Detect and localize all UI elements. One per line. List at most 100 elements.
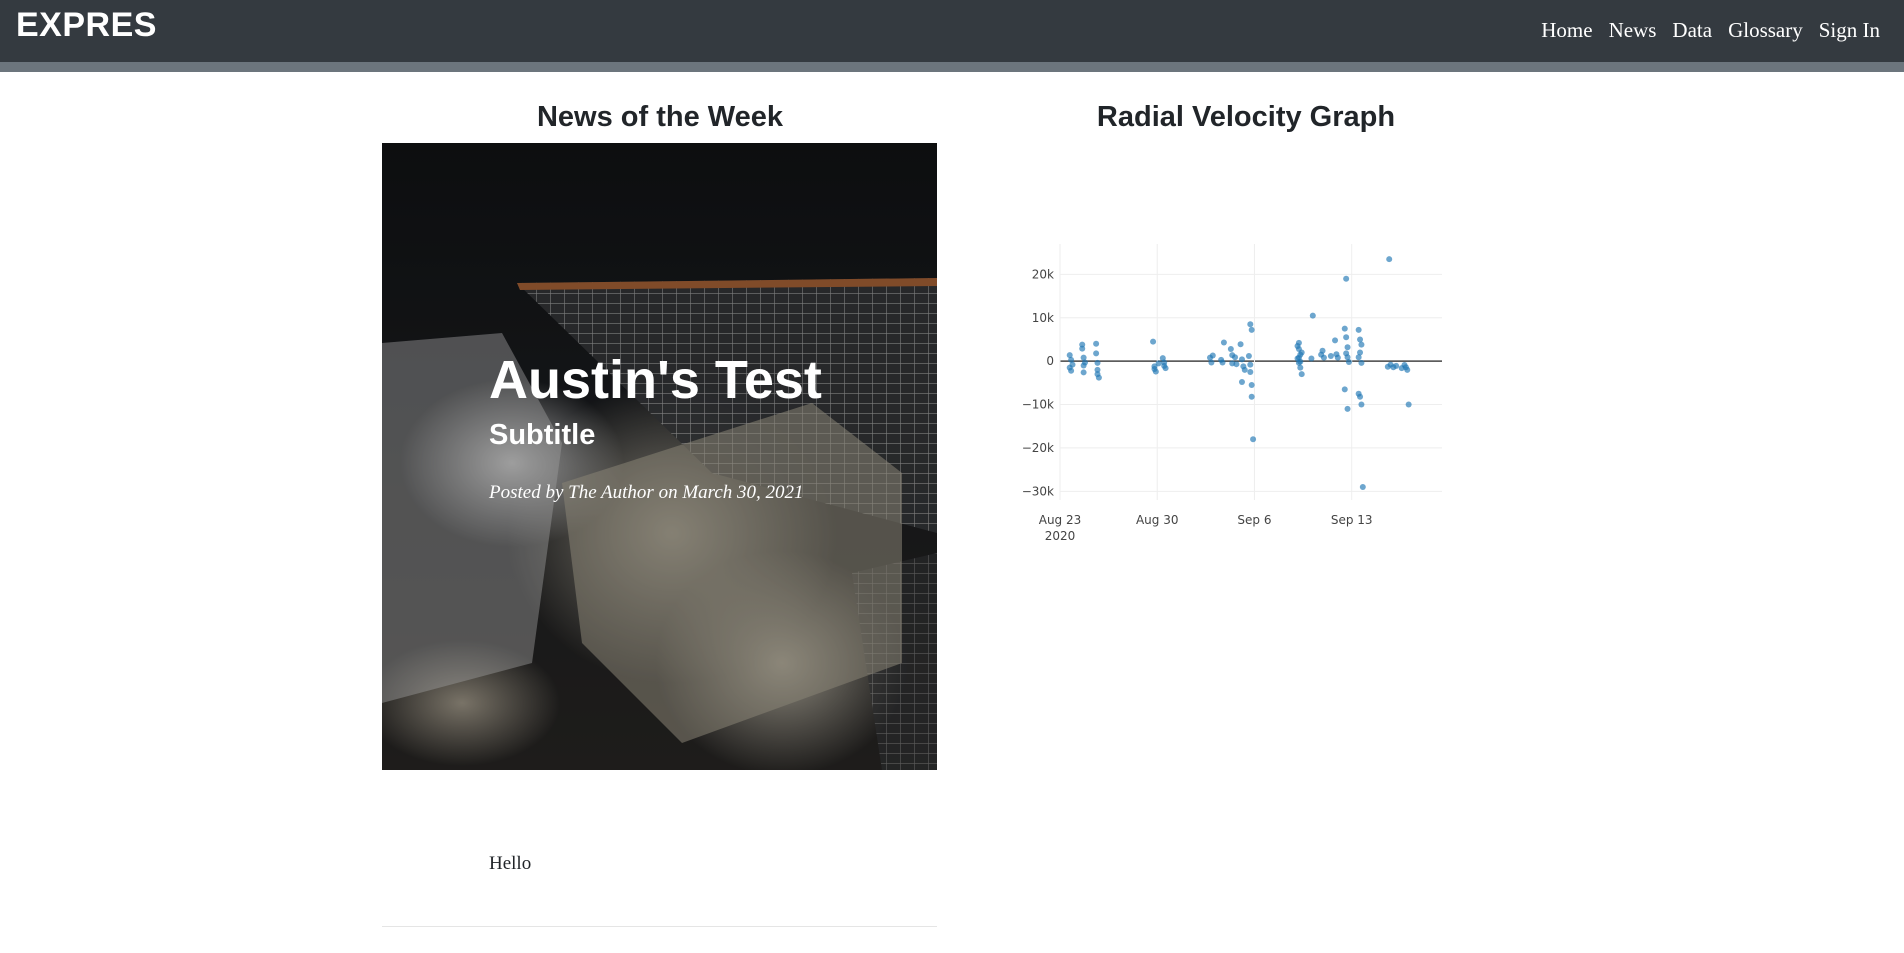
y-tick-label: 10k: [1032, 311, 1054, 325]
data-point: [1069, 361, 1076, 368]
data-point: [1308, 355, 1315, 362]
nav-links: Home News Data Glossary Sign In: [1541, 18, 1880, 43]
data-point: [1152, 368, 1159, 375]
data-point: [1343, 275, 1350, 282]
data-point: [1082, 359, 1089, 366]
data-point: [1068, 367, 1075, 374]
data-point: [1341, 386, 1348, 393]
y-tick-label: −20k: [1022, 441, 1054, 455]
image-darken-overlay: [382, 143, 937, 770]
data-point: [1320, 354, 1327, 361]
data-point: [1233, 361, 1240, 368]
data-point: [1208, 359, 1215, 366]
x-tick-label: Aug 30: [1136, 513, 1179, 527]
data-point: [1250, 436, 1257, 443]
data-point: [1359, 483, 1366, 490]
data-point: [1093, 350, 1100, 357]
data-point: [1386, 256, 1393, 263]
nav-sign-in-link[interactable]: Sign In: [1818, 18, 1880, 42]
data-point: [1209, 352, 1216, 359]
post-heading: Austin's Test Subtitle Posted by The Aut…: [489, 348, 909, 504]
brand-logo[interactable]: EXPRES: [16, 6, 157, 44]
data-point: [1232, 354, 1239, 361]
data-point: [1248, 393, 1255, 400]
data-point: [1093, 340, 1100, 347]
data-point: [1344, 344, 1351, 351]
data-point: [1219, 359, 1226, 366]
y-tick-label: 0: [1046, 354, 1054, 368]
nav-glossary-link[interactable]: Glossary: [1728, 18, 1803, 42]
y-tick-label: 20k: [1032, 267, 1054, 281]
data-point: [1238, 378, 1245, 385]
data-point: [1344, 354, 1351, 361]
data-point: [1241, 366, 1248, 373]
data-point: [1358, 359, 1365, 366]
top-navbar: EXPRES Home News Data Glossary Sign In: [0, 0, 1904, 62]
data-point: [1357, 349, 1364, 356]
data-point: [1080, 354, 1087, 361]
data-point: [1344, 405, 1351, 412]
data-point: [1297, 358, 1304, 365]
post-title[interactable]: Austin's Test: [489, 350, 822, 410]
data-point: [1245, 352, 1252, 359]
data-point: [1080, 369, 1087, 376]
post-subtitle: Subtitle: [489, 419, 596, 451]
data-point: [1237, 341, 1244, 348]
data-point: [1357, 336, 1364, 343]
news-section-title: News of the Week: [536, 101, 784, 133]
data-point: [1220, 339, 1227, 346]
navbar-band: [0, 62, 1904, 72]
data-point: [1358, 341, 1365, 348]
data-point: [1327, 352, 1334, 359]
data-point: [1162, 365, 1169, 372]
data-point: [1227, 346, 1234, 353]
data-point: [1357, 393, 1364, 400]
data-point: [1309, 312, 1316, 319]
data-point: [1248, 382, 1255, 389]
data-point: [1358, 401, 1365, 408]
data-point: [1345, 359, 1352, 366]
data-point: [1150, 338, 1157, 345]
data-point: [1247, 361, 1254, 368]
data-point: [1332, 337, 1339, 344]
data-point: [1298, 371, 1305, 378]
data-point: [1066, 352, 1073, 359]
data-point: [1094, 366, 1101, 373]
post-meta: Posted by The Author on March 30, 2021: [489, 482, 804, 503]
data-point: [1405, 401, 1412, 408]
data-point: [1094, 371, 1101, 378]
data-point: [1297, 364, 1304, 371]
data-point: [1355, 326, 1362, 333]
radial-velocity-chart[interactable]: 20k 10k 0 −10k −20k −30k Aug 23 Aug 30 Sep 6 Sep …: [1008, 220, 1468, 560]
nav-data-link[interactable]: Data: [1672, 18, 1713, 42]
data-point: [1402, 364, 1409, 371]
news-post-card[interactable]: Austin's Test Subtitle Posted by The Aut…: [382, 143, 937, 770]
data-point: [1247, 321, 1254, 328]
x-tick-label: Sep 6: [1237, 513, 1271, 527]
space-station-illustration: [382, 278, 937, 770]
data-point: [1294, 342, 1301, 349]
data-point: [1319, 347, 1326, 354]
nav-home-link[interactable]: Home: [1541, 18, 1593, 42]
data-point: [1298, 349, 1305, 356]
data-point: [1355, 354, 1362, 361]
data-point: [1247, 369, 1254, 375]
x-tick-year-label: 2020: [1045, 529, 1076, 543]
data-point: [1341, 325, 1348, 332]
data-point: [1334, 354, 1341, 361]
nav-news-link[interactable]: News: [1608, 18, 1657, 42]
data-point: [1393, 362, 1400, 369]
graph-section-title: Radial Velocity Graph: [1096, 101, 1396, 133]
x-tick-label: Aug 23: [1039, 513, 1082, 527]
data-point: [1155, 360, 1162, 367]
y-tick-label: −10k: [1022, 398, 1054, 412]
data-point: [1238, 356, 1245, 363]
post-divider: [382, 926, 937, 927]
data-point: [1343, 334, 1350, 341]
data-point: [1079, 345, 1086, 352]
post-body-text: Hello: [489, 853, 532, 874]
x-tick-label: Sep 13: [1331, 513, 1373, 527]
data-point: [1248, 326, 1255, 333]
data-point: [1068, 356, 1075, 363]
data-point: [1094, 359, 1101, 366]
